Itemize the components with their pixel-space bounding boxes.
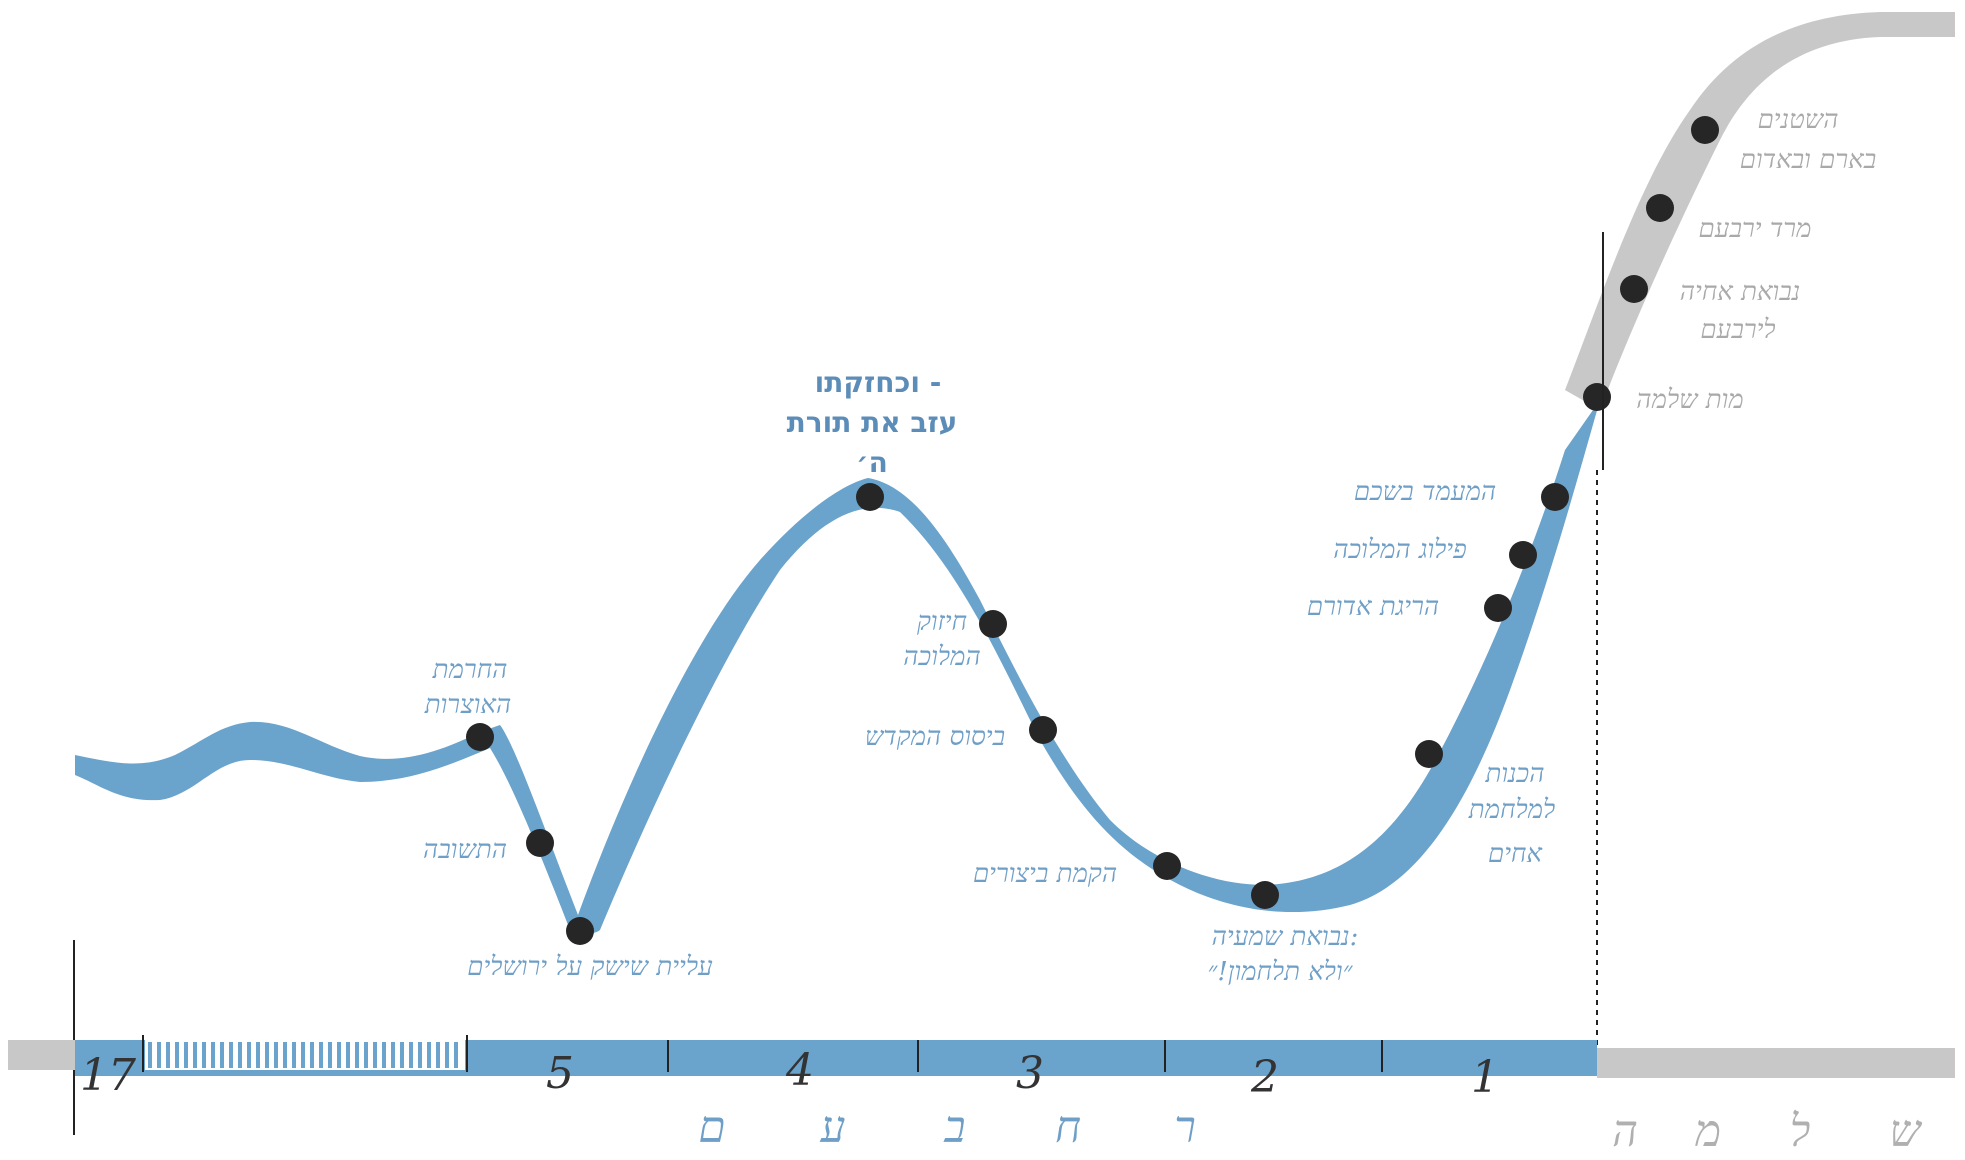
segment-3: 3 bbox=[1016, 1048, 1044, 1099]
label-ahiya-2: לירבעם bbox=[1700, 315, 1775, 345]
label-war-prep-2: למלחמת bbox=[1468, 795, 1555, 825]
solomon-letter-3: מ bbox=[1695, 1106, 1721, 1157]
label-enemies-1: השטנים bbox=[1758, 105, 1839, 135]
segment-17: 17 bbox=[80, 1050, 136, 1101]
label-repentance: התשובה bbox=[423, 835, 507, 865]
dot-killing bbox=[1484, 594, 1512, 622]
label-temple: ביסוס המקדש bbox=[865, 722, 1005, 752]
dot-peak bbox=[856, 483, 884, 511]
rehoboam-letter-1: ר bbox=[1174, 1102, 1196, 1153]
label-slaughter-1: החרמת bbox=[432, 655, 508, 685]
peak-title-line-1: וכחזקתו - bbox=[815, 366, 942, 399]
rehoboam-letter-2: ח bbox=[1055, 1102, 1081, 1153]
dot-shishak bbox=[566, 917, 594, 945]
label-slaughter-2: האוצרות bbox=[424, 690, 511, 720]
dot-strengthen bbox=[979, 610, 1007, 638]
dot-war-prep bbox=[1415, 740, 1443, 768]
rehoboam-letter-5: ם bbox=[698, 1102, 725, 1153]
timeline-grey-right bbox=[1597, 1048, 1955, 1078]
label-strengthen-2: המלוכה bbox=[903, 642, 980, 672]
segment-2: 2 bbox=[1250, 1052, 1279, 1103]
peak-title: וכחזקתו - עזב את תורת ה׳ bbox=[787, 366, 958, 479]
label-shechem: המעמד בשכם bbox=[1354, 477, 1496, 507]
timeline-grey-left bbox=[8, 1040, 75, 1070]
label-fortified: הקמת ביצורים bbox=[973, 859, 1117, 889]
segment-5: 5 bbox=[546, 1048, 574, 1099]
rehoboam-name: ר ח ב ע ם bbox=[698, 1102, 1196, 1153]
label-shishak: עליית שישק על ירושלים bbox=[467, 952, 713, 982]
dot-temple bbox=[1029, 716, 1057, 744]
label-enemies-2: בארם ובאדום bbox=[1740, 145, 1876, 175]
label-war-prep-3: אחים bbox=[1488, 839, 1543, 869]
label-ahiya-1: נבואת אחיה bbox=[1680, 277, 1800, 307]
dot-prophecy bbox=[1251, 881, 1279, 909]
dot-jeroboam bbox=[1646, 194, 1674, 222]
label-jeroboam: מרד ירבעם bbox=[1699, 214, 1812, 244]
dot-ahiya bbox=[1620, 275, 1648, 303]
label-split: פילוג המלוכה bbox=[1333, 535, 1467, 565]
dot-solomon-death bbox=[1583, 383, 1611, 411]
segment-4: 4 bbox=[785, 1045, 814, 1096]
label-strengthen-1: חיזוק bbox=[917, 607, 967, 637]
rehoboam-band bbox=[75, 400, 1600, 934]
solomon-letter-2: ל bbox=[1790, 1106, 1811, 1157]
label-war-prep-1: הכנות bbox=[1485, 759, 1545, 789]
segment-1: 1 bbox=[1471, 1052, 1499, 1103]
label-solomon-death: מות שלמה bbox=[1636, 385, 1743, 415]
dot-enemies bbox=[1691, 116, 1719, 144]
label-prophecy-1: נבואת שמעיה: bbox=[1212, 922, 1359, 952]
solomon-letter-4: ה bbox=[1612, 1106, 1638, 1157]
timeline-hatch-lines bbox=[148, 1042, 458, 1068]
dot-shechem bbox=[1541, 483, 1569, 511]
solomon-band bbox=[1565, 12, 1955, 410]
grey-labels: מות שלמה נבואת אחיה לירבעם מרד ירבעם השט… bbox=[1636, 105, 1876, 415]
dot-slaughter bbox=[466, 723, 494, 751]
label-killing: הריגת אדורם bbox=[1307, 592, 1439, 622]
dot-fortified bbox=[1153, 852, 1181, 880]
peak-title-line-3: ה׳ bbox=[856, 446, 888, 479]
rehoboam-letter-4: ע bbox=[820, 1102, 846, 1153]
solomon-name: ש ל מ ה bbox=[1612, 1106, 1922, 1157]
rehoboam-letter-3: ב bbox=[943, 1102, 965, 1153]
peak-title-line-2: עזב את תורת bbox=[787, 406, 958, 439]
blue-labels: החרמת האוצרות התשובה עליית שישק על ירושל… bbox=[423, 477, 1555, 987]
dot-repentance bbox=[526, 829, 554, 857]
timeline-ticks bbox=[142, 1035, 1383, 1072]
label-prophecy-2: ״ולא תלחמון!״ bbox=[1208, 957, 1354, 987]
solomon-letter-1: ש bbox=[1889, 1106, 1922, 1157]
dot-split bbox=[1509, 541, 1537, 569]
